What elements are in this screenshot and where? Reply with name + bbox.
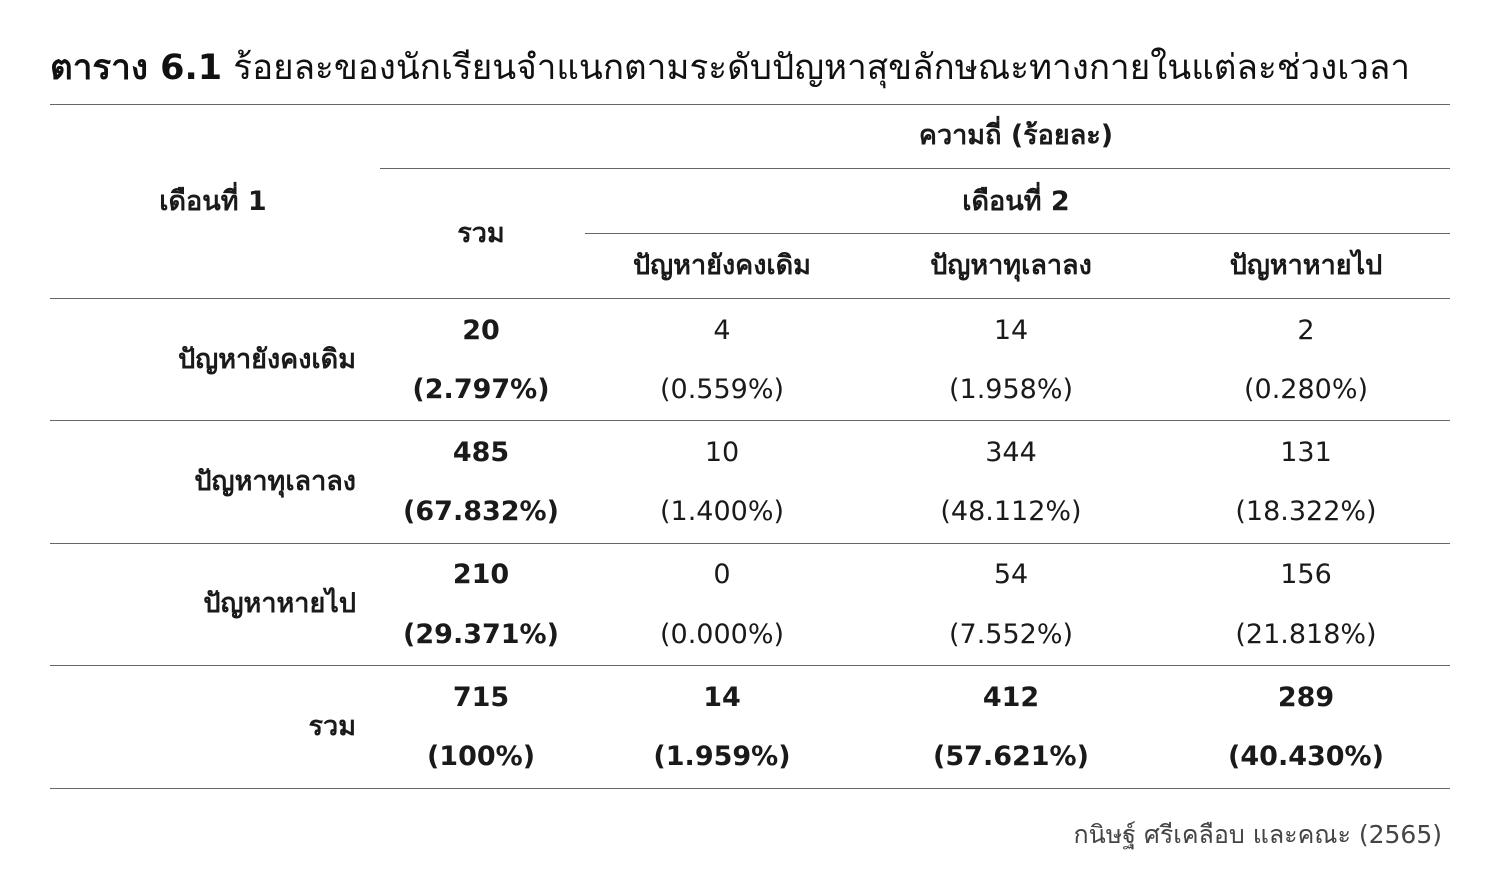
row3-c3-pct: (21.818%) <box>1235 619 1377 650</box>
bottom-rule <box>50 788 1450 789</box>
row3-c2-pct: (7.552%) <box>948 619 1074 650</box>
table-title: ตาราง 6.1 ร้อยละของนักเรียนจำแนกตามระดับ… <box>50 40 1410 95</box>
header-frequency: ความถี่ (ร้อยละ) <box>918 120 1114 151</box>
header-month2: เดือนที่ 2 <box>962 186 1070 217</box>
total-row-c1-n: 14 <box>703 682 741 713</box>
row2-c3-pct: (18.322%) <box>1235 496 1377 527</box>
table-caption: ร้อยละของนักเรียนจำแนกตามระดับปัญหาสุขลั… <box>233 48 1410 88</box>
row-label-improved: ปัญหาทุเลาลง <box>194 466 356 497</box>
row-label-resolved: ปัญหาหายไป <box>203 588 356 619</box>
row1-c2-pct: (1.958%) <box>948 374 1074 405</box>
row3-c2-n: 54 <box>993 559 1029 590</box>
row3-c1-pct: (0.000%) <box>659 619 785 650</box>
frequency-rule <box>380 168 1450 169</box>
top-rule <box>50 104 1450 105</box>
header-col-unchanged: ปัญหายังคงเดิม <box>633 250 811 281</box>
total-row-c2-n: 412 <box>982 682 1040 713</box>
row1-total-n: 20 <box>462 315 500 346</box>
header-total: รวม <box>457 218 505 249</box>
row2-c3-n: 131 <box>1280 437 1332 468</box>
row1-c3-n: 2 <box>1297 315 1315 346</box>
row-rule-1 <box>50 420 1450 421</box>
row-rule-3 <box>50 665 1450 666</box>
row3-total-pct: (29.371%) <box>403 619 559 650</box>
total-row-c1-pct: (1.959%) <box>653 741 791 772</box>
row1-c1-pct: (0.559%) <box>659 374 785 405</box>
header-bottom-rule <box>50 298 1450 299</box>
table-number: ตาราง 6.1 <box>50 48 223 88</box>
source-citation: กนิษฐ์ ศรีเคลือบ และคณะ (2565) <box>1073 820 1442 849</box>
row2-total-n: 485 <box>452 437 510 468</box>
row2-c1-pct: (1.400%) <box>659 496 785 527</box>
row3-total-n: 210 <box>452 559 510 590</box>
row-label-unchanged: ปัญหายังคงเดิม <box>178 344 356 375</box>
row1-total-pct: (2.797%) <box>412 374 550 405</box>
header-col-resolved: ปัญหาหายไป <box>1229 250 1383 281</box>
row1-c1-n: 4 <box>713 315 731 346</box>
header-month1: เดือนที่ 1 <box>159 186 267 217</box>
row2-total-pct: (67.832%) <box>403 496 559 527</box>
total-row-total-pct: (100%) <box>426 741 536 772</box>
row-rule-2 <box>50 543 1450 544</box>
total-row-c3-n: 289 <box>1277 682 1335 713</box>
row3-c1-n: 0 <box>713 559 731 590</box>
row-label-total: รวม <box>308 711 356 742</box>
total-row-total-n: 715 <box>452 682 510 713</box>
row1-c3-pct: (0.280%) <box>1243 374 1369 405</box>
header-col-improved: ปัญหาทุเลาลง <box>930 250 1092 281</box>
total-row-c2-pct: (57.621%) <box>933 741 1089 772</box>
row3-c3-n: 156 <box>1280 559 1332 590</box>
row2-c2-pct: (48.112%) <box>940 496 1082 527</box>
month2-rule <box>585 233 1450 234</box>
row2-c1-n: 10 <box>704 437 740 468</box>
row1-c2-n: 14 <box>993 315 1029 346</box>
total-row-c3-pct: (40.430%) <box>1228 741 1384 772</box>
row2-c2-n: 344 <box>985 437 1037 468</box>
